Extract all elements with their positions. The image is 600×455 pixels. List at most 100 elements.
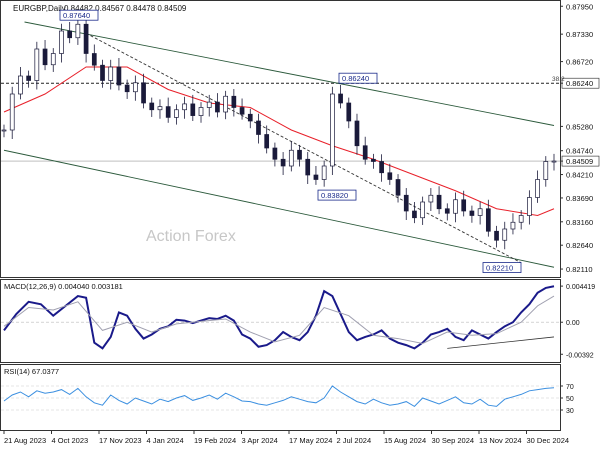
price-panel (0, 0, 561, 278)
price-tick-label: 0.87330 (566, 30, 593, 39)
symbol-title: EURGBP,Daily (13, 4, 66, 13)
price-annotation: 0.82210 (486, 264, 513, 273)
candle-body (535, 179, 540, 198)
rsi-tick-label: 70 (566, 384, 574, 391)
price-annotation-box (482, 262, 522, 273)
candle-body (239, 107, 245, 115)
price-annotations: 0.87640 0.86240 0.83820 0.82210 (59, 9, 522, 273)
macd-title: MACD(12,26,9) 0.004040 0.003181 (4, 282, 123, 291)
trendline-dashed-trend (85, 32, 522, 264)
candle-body (494, 230, 499, 241)
price-tick-label: 0.87950 (566, 2, 593, 11)
time-axis: 21 Aug 2023 4 Oct 2023 17 Nov 2023 4 Jan 20… (3, 430, 570, 445)
candle-body (502, 228, 508, 241)
time-tick-label: 30 Sep 2024 (432, 436, 475, 445)
candle-body (108, 66, 114, 81)
candle-body (264, 134, 270, 149)
candle-body (182, 103, 187, 111)
candle-body (1, 129, 7, 132)
candle-body (272, 147, 278, 160)
candle-body (206, 101, 212, 108)
candle-body (124, 84, 130, 93)
price-tick-label: 0.84509 (566, 157, 593, 166)
candle-body (403, 194, 409, 212)
price-annotation: 0.87640 (63, 11, 90, 20)
candle-body (83, 23, 89, 54)
macd-tick-label: 0.004419 (566, 284, 595, 291)
candle-body (510, 221, 516, 230)
price-tick-label: 0.86240 (566, 79, 593, 88)
candle-body (518, 215, 524, 223)
macd-series-macd (3, 285, 555, 350)
price-annotation-box (317, 189, 357, 201)
price-annotation-box (59, 9, 99, 21)
time-tick-label: 4 Jan 2024 (147, 436, 184, 445)
candle-body (75, 23, 81, 39)
price-tick-label: 0.84740 (566, 147, 593, 156)
candle-body (256, 120, 261, 135)
price-overlays (3, 21, 555, 268)
candle-body (469, 210, 475, 216)
price-tick-label: 0.83690 (566, 194, 593, 203)
candle-body (198, 107, 204, 116)
watermark: Action Forex (146, 228, 236, 245)
price-tick-label: 0.83160 (566, 218, 593, 227)
candle-body (354, 120, 360, 147)
price-tick-label: 0.84210 (566, 171, 593, 180)
candle-body (527, 197, 532, 216)
time-tick-label: 21 Aug 2023 (4, 436, 46, 445)
candle-body (116, 66, 122, 86)
price-candles (1, 17, 557, 250)
time-tick-label: 3 Apr 2024 (242, 436, 278, 445)
candle-body (461, 199, 467, 212)
candle-body (141, 82, 146, 104)
macd-axis: 0.004419 0.00 -0.00392 (560, 284, 595, 359)
candle-body (231, 95, 237, 108)
candle-body (215, 101, 220, 113)
candle-body (174, 109, 179, 118)
time-tick-label: 30 Dec 2024 (527, 436, 570, 445)
candle-body (50, 53, 56, 66)
candle-body (165, 106, 171, 118)
candle-body (420, 201, 426, 219)
candle-body (477, 208, 483, 216)
price-axis: 0.87950 0.87330 0.86720 0.86240 0.85280 0.847… (552, 2, 600, 274)
price-tick-label: 0.85280 (566, 122, 593, 131)
candle-body (485, 208, 491, 232)
candle-body (321, 165, 327, 180)
candle-body (395, 179, 401, 196)
candle-body (313, 174, 319, 180)
candle-body (412, 210, 417, 219)
candle-body (190, 103, 196, 116)
price-tick-label: 0.86720 (566, 58, 593, 67)
candle-body (157, 106, 163, 111)
candle-body (280, 158, 286, 167)
time-tick-label: 15 Aug 2024 (384, 436, 426, 445)
candle-body (436, 194, 442, 210)
candle-body (91, 53, 97, 66)
price-annotation: 0.83820 (321, 191, 348, 200)
candle-body (387, 172, 393, 180)
candle-body (149, 102, 155, 111)
time-tick-label: 19 Feb 2024 (194, 436, 236, 445)
rsi-series-line (3, 385, 555, 408)
rsi-axis: 70 50 30 (560, 384, 574, 415)
rsi-tick-label: 30 (566, 408, 574, 415)
candle-body (100, 64, 105, 81)
time-tick-label: 17 May 2024 (289, 436, 332, 445)
rsi-title: RSI(14) 67.0377 (4, 367, 59, 376)
macd-tick-label: 0.00 (566, 320, 580, 327)
candle-body (297, 149, 302, 160)
rsi-series (1, 385, 560, 411)
macd-divergence-line (447, 336, 555, 349)
price-tick-label: 0.82110 (566, 265, 593, 274)
price-annotation-box (338, 72, 378, 84)
candle-body (223, 95, 228, 113)
macd-series-signal (3, 295, 555, 344)
candle-body (330, 93, 335, 167)
candle-body (371, 158, 376, 162)
candle-body (42, 48, 48, 66)
candle-body (543, 161, 549, 180)
